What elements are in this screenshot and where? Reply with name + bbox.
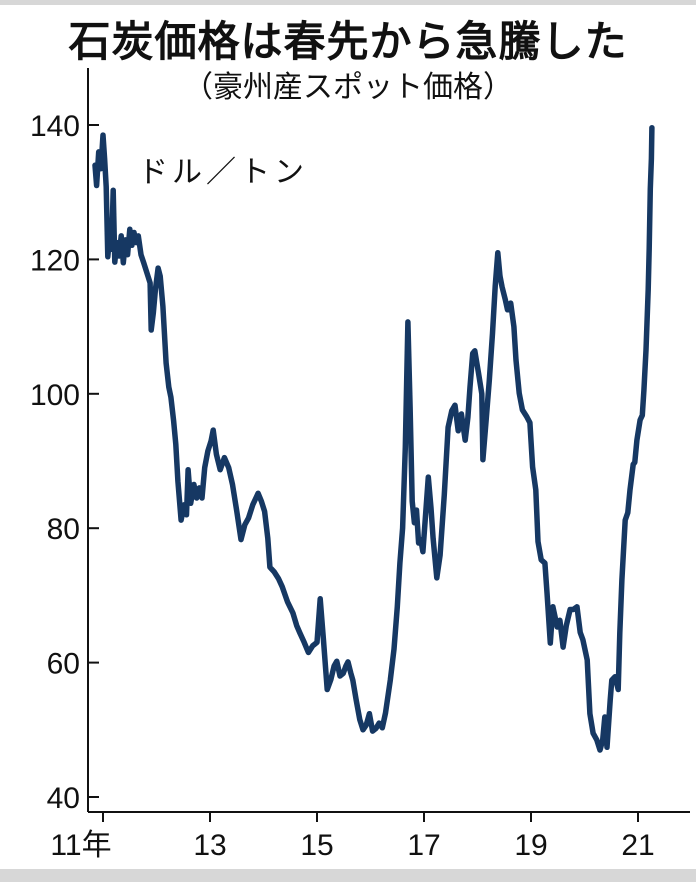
x-tick-label-15: 15: [300, 829, 333, 862]
x-tick-label-21: 21: [621, 829, 654, 862]
price-series-line: [92, 124, 655, 753]
page-edge-top: [0, 0, 696, 5]
y-tick-label-80: 80: [47, 513, 80, 546]
y-axis-ticks: 140 120 100 80 60 40: [30, 110, 99, 815]
page-edge-bottom: [0, 869, 696, 882]
y-tick-label-140: 140: [30, 110, 80, 143]
y-tick-label-60: 60: [47, 648, 80, 681]
chart-title: 石炭価格は春先から急騰した: [68, 18, 628, 65]
x-tick-label-19: 19: [514, 829, 547, 862]
x-axis-ticks: 11年 13 15 17 19 21: [50, 812, 655, 862]
x-tick-label-11: 11年: [50, 829, 111, 862]
x-tick-label-13: 13: [193, 829, 226, 862]
y-axis-unit-label: ドル／トン: [138, 156, 308, 189]
y-tick-label-120: 120: [30, 244, 80, 277]
y-tick-label-100: 100: [30, 379, 80, 412]
y-tick-label-40: 40: [47, 782, 80, 815]
x-tick-label-17: 17: [407, 829, 440, 862]
chart-subtitle: （豪州産スポット価格）: [183, 71, 513, 104]
